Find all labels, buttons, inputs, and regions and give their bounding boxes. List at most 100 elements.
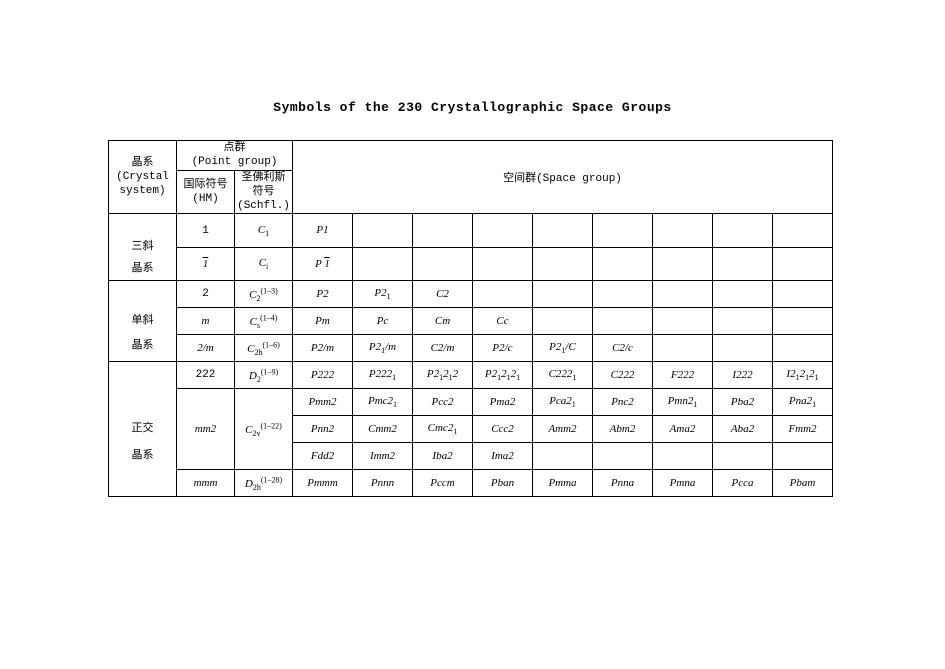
sg-cell	[593, 214, 653, 248]
sg-cell: P21212	[413, 362, 473, 389]
table-row: 单斜 晶系 2 C2(1–3) P2 P21 C2	[109, 281, 833, 308]
sg-cell	[413, 214, 473, 248]
sch-cell: D2h(1–28)	[235, 470, 293, 497]
sg-cell: C2/c	[593, 335, 653, 362]
hm-value: mm2	[195, 423, 216, 435]
sg-cell: P2	[293, 281, 353, 308]
sg-value: P21212	[427, 368, 458, 380]
sg-cell: P21/m	[353, 335, 413, 362]
hm-cell: 1	[177, 247, 235, 281]
sg-cell: I222	[713, 362, 773, 389]
sg-value: Cm	[435, 315, 450, 327]
sg-cell: Pmna	[653, 470, 713, 497]
sg-value: P222	[311, 369, 334, 381]
sg-value: Pmc21	[368, 395, 397, 407]
sg-value: P2/c	[492, 342, 512, 354]
sg-value: Cmm2	[368, 423, 397, 435]
hdr-point-group-label: 点群 (Point group)	[192, 142, 278, 168]
sg-cell	[473, 281, 533, 308]
sg-cell: Imm2	[353, 443, 413, 470]
sch-cell: C2h(1–6)	[235, 335, 293, 362]
sch-value: C2h(1–6)	[247, 343, 280, 355]
sch-value: D2h(1–28)	[245, 478, 282, 490]
sg-value: Pban	[491, 477, 514, 489]
table-row: 1 Ci P 1	[109, 247, 833, 281]
sg-cell	[593, 308, 653, 335]
sg-value: Pnn2	[311, 423, 334, 435]
sg-cell	[653, 308, 713, 335]
sg-cell	[653, 247, 713, 281]
sg-value: Pmn21	[668, 395, 698, 407]
sg-value: Pma2	[490, 396, 516, 408]
sg-value: C2/m	[431, 342, 455, 354]
sg-value: Ama2	[670, 423, 696, 435]
hm-value: mmm	[194, 477, 218, 489]
sg-cell: Pmc21	[353, 389, 413, 416]
sg-cell: Abm2	[593, 416, 653, 443]
sg-cell	[413, 247, 473, 281]
table-row: mm2 C2v(1–22) Pmm2 Pmc21 Pcc2 Pma2 Pca21…	[109, 389, 833, 416]
sg-cell	[773, 443, 833, 470]
sg-value: P212121	[485, 368, 520, 380]
sg-cell: P222	[293, 362, 353, 389]
hdr-schfl-label: 圣佛利斯 符号 (Schfl.)	[237, 172, 290, 213]
sg-value: Fdd2	[311, 450, 334, 462]
sg-value: Pm	[315, 315, 330, 327]
sg-value: Pcc2	[432, 396, 454, 408]
sg-value: Fmm2	[788, 423, 816, 435]
sch-value: C2(1–3)	[249, 289, 278, 301]
sch-cell: D2(1–9)	[235, 362, 293, 389]
sg-value: Pmma	[548, 477, 576, 489]
sg-cell: Fdd2	[293, 443, 353, 470]
sg-cell: Pmm2	[293, 389, 353, 416]
sg-cell	[773, 214, 833, 248]
sg-cell: I212121	[773, 362, 833, 389]
sg-value: Abm2	[610, 423, 636, 435]
sg-value: Pmm2	[308, 396, 336, 408]
sch-value: C1	[258, 224, 269, 236]
sg-cell: Pnc2	[593, 389, 653, 416]
sg-value: C2	[436, 288, 449, 300]
hdr-schfl: 圣佛利斯 符号 (Schfl.)	[235, 170, 293, 214]
sg-cell	[593, 443, 653, 470]
sch-cell: C2v(1–22)	[235, 389, 293, 470]
sg-value: Pnna	[611, 477, 634, 489]
sg-cell	[713, 214, 773, 248]
sch-value: Cs(1–4)	[250, 316, 278, 328]
sg-cell	[713, 335, 773, 362]
hdr-crystal-system: 晶系 (Crystal system)	[109, 141, 177, 214]
sg-value: C2/c	[612, 342, 633, 354]
sg-cell: Pcca	[713, 470, 773, 497]
sg-cell: Ima2	[473, 443, 533, 470]
hm-value: 2	[202, 288, 209, 300]
table-row: 三斜 晶系 1 C1 P1	[109, 214, 833, 248]
sg-cell: P21/C	[533, 335, 593, 362]
sg-cell: Pc	[353, 308, 413, 335]
sg-cell: P 1	[293, 247, 353, 281]
sg-value: Pca21	[549, 395, 576, 407]
sg-cell: Pban	[473, 470, 533, 497]
sg-value: Pnnn	[371, 477, 394, 489]
system-monoclinic: 单斜 晶系	[109, 281, 177, 362]
system-triclinic-label: 三斜 晶系	[132, 241, 154, 275]
sg-value: Ima2	[491, 450, 514, 462]
hm-cell: 2	[177, 281, 235, 308]
sg-cell: Cc	[473, 308, 533, 335]
sch-cell: C2(1–3)	[235, 281, 293, 308]
sg-cell: Fmm2	[773, 416, 833, 443]
hdr-crystal-system-label: 晶系 (Crystal system)	[116, 157, 169, 198]
hdr-point-group: 点群 (Point group)	[177, 141, 293, 171]
sg-value: Ccc2	[491, 423, 514, 435]
sg-cell	[533, 308, 593, 335]
sg-value: Pmna	[670, 477, 696, 489]
sg-cell	[713, 247, 773, 281]
sg-value: Pmmm	[307, 477, 338, 489]
sg-cell: Pma2	[473, 389, 533, 416]
sg-cell: P2/c	[473, 335, 533, 362]
system-orthorhombic-label: 正交 晶系	[132, 423, 154, 461]
hm-value: 222	[196, 369, 216, 381]
sg-cell	[773, 247, 833, 281]
sg-cell	[593, 247, 653, 281]
sg-cell: F222	[653, 362, 713, 389]
sch-value: C2v(1–22)	[245, 424, 282, 436]
